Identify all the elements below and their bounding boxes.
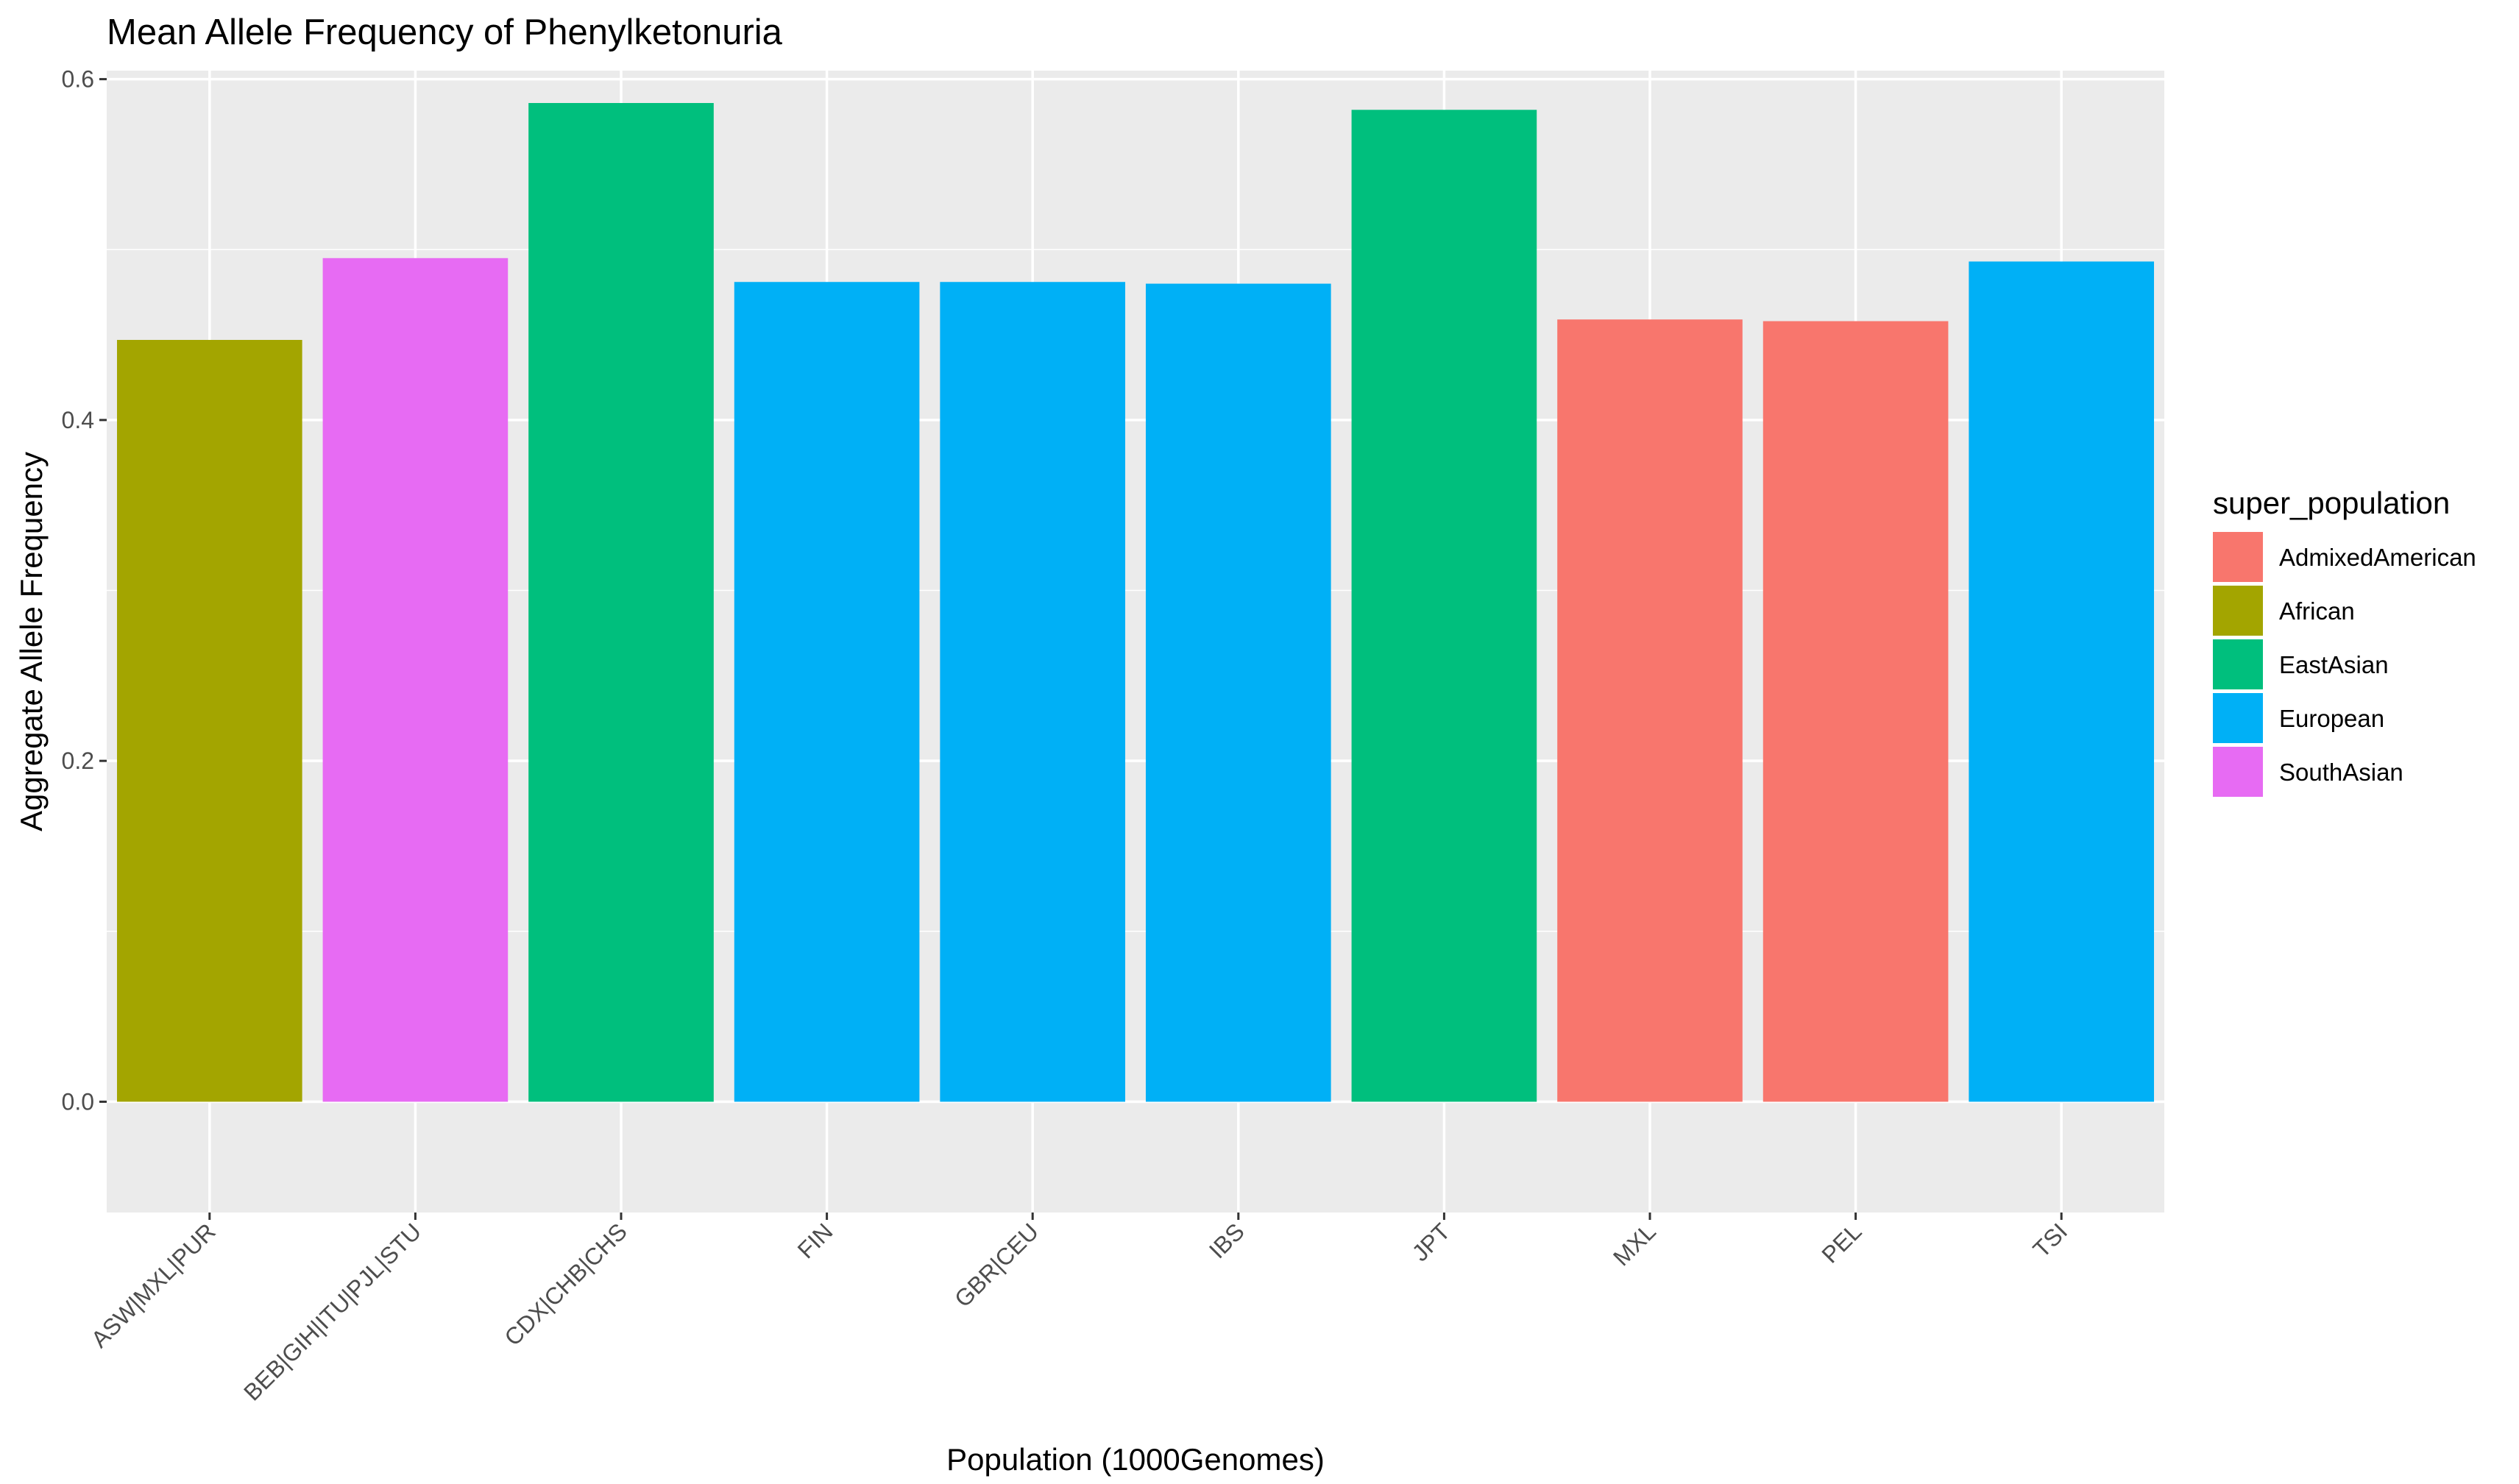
y-tick-label: 0.4	[62, 407, 94, 433]
legend-key	[2213, 532, 2263, 582]
bar	[322, 258, 509, 1102]
x-tick-label: CDX|CHB|CHS	[499, 1218, 632, 1351]
chart-title: Mean Allele Frequency of Phenylketonuria	[107, 13, 783, 52]
legend-label: African	[2279, 597, 2355, 625]
x-axis: ASW|MXL|PUR BEB|GIH|ITU|PJL|STU CDX|CHB|CH…	[86, 1213, 2072, 1406]
legend-label: AdmixedAmerican	[2279, 544, 2476, 571]
bar	[1351, 110, 1537, 1102]
x-tick-label: MXL	[1608, 1218, 1661, 1271]
bar	[940, 282, 1126, 1102]
bar	[528, 103, 714, 1102]
bar	[1557, 319, 1743, 1102]
y-axis: 0.0 0.2 0.4 0.6	[62, 66, 107, 1115]
legend-label: European	[2279, 705, 2384, 732]
legend-key	[2213, 693, 2263, 743]
legend-label: SouthAsian	[2279, 759, 2403, 786]
x-tick-label: TSI	[2027, 1218, 2072, 1263]
bar	[734, 282, 920, 1102]
y-tick-label: 0.2	[62, 748, 94, 774]
bar	[1969, 261, 2155, 1102]
legend-key	[2213, 639, 2263, 689]
x-axis-title: Population (1000Genomes)	[946, 1442, 1325, 1477]
legend-key	[2213, 586, 2263, 636]
x-tick-label: FIN	[793, 1218, 838, 1263]
bar	[116, 339, 302, 1102]
bar	[1762, 321, 1949, 1102]
y-axis-title: Aggregate Allele Frequency	[14, 452, 49, 831]
bars	[116, 103, 2155, 1102]
x-tick-label: ASW|MXL|PUR	[86, 1218, 221, 1352]
bar	[1145, 283, 1331, 1102]
legend-key	[2213, 747, 2263, 797]
x-tick-label: BEB|GIH|ITU|PJL|STU	[238, 1218, 426, 1405]
legend: super_population AdmixedAmerican African E…	[2213, 486, 2476, 797]
x-tick-label: GBR|CEU	[949, 1218, 1044, 1312]
y-tick-label: 0.0	[62, 1088, 94, 1115]
x-tick-label: IBS	[1204, 1218, 1250, 1263]
y-tick-label: 0.6	[62, 66, 94, 93]
x-tick-label: JPT	[1407, 1218, 1456, 1266]
x-tick-label: PEL	[1816, 1218, 1866, 1268]
legend-label: EastAsian	[2279, 651, 2389, 678]
legend-title: super_population	[2213, 486, 2450, 520]
